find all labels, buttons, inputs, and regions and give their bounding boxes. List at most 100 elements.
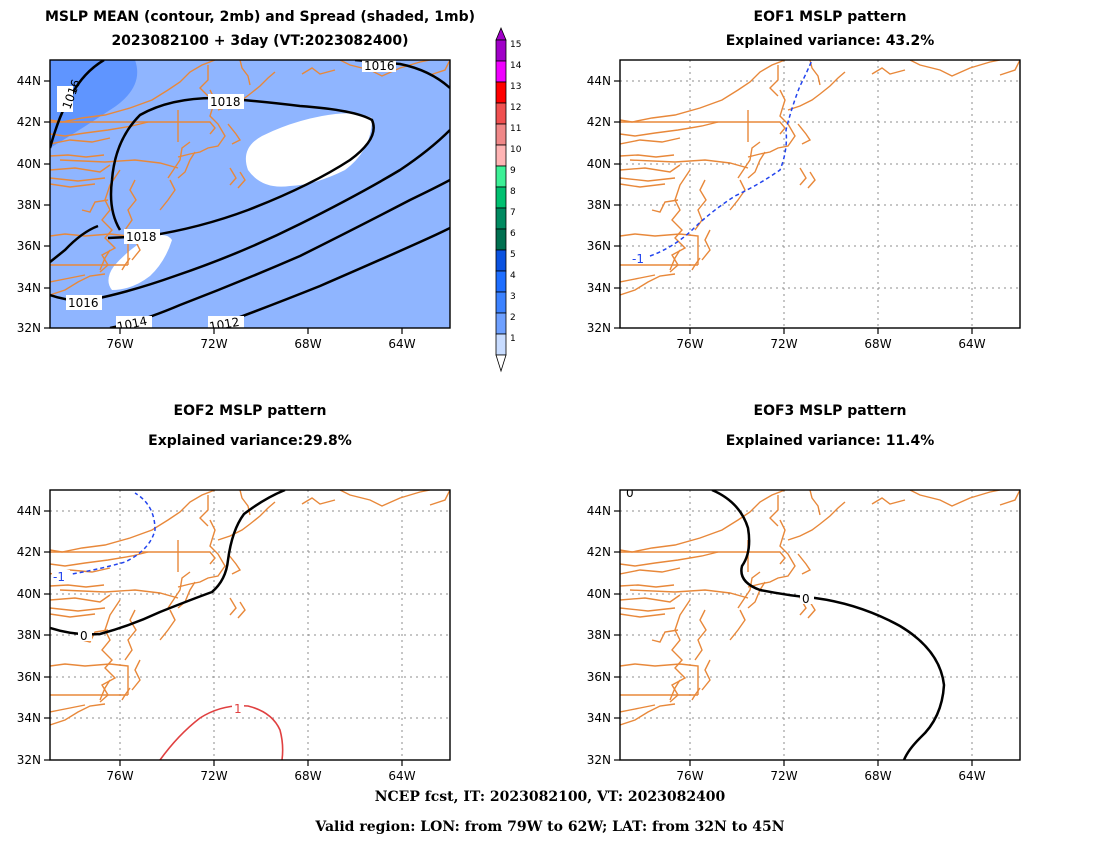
lon-tick-label: 76W [676,337,703,351]
contour-label: 1012 [208,315,241,334]
lat-tick-label: 44N [587,504,611,518]
lat-tick-label: 38N [17,198,41,212]
lat-tick-label: 34N [17,711,41,725]
colorbar-segment [495,186,507,209]
lat-tick-label: 36N [17,239,41,253]
colorbar-segment [495,39,507,62]
footer-valid-region: Valid region: LON: from 79W to 62W; LAT:… [315,819,785,835]
colorbar-label: 13 [510,82,521,92]
colorbar-label: 5 [510,250,516,260]
lat-tick-label: 44N [587,74,611,88]
lon-tick-label: 76W [106,337,133,351]
colorbar-label: 9 [510,166,516,176]
colorbar-segment [495,123,507,146]
contour-label: 1016 [364,59,395,73]
lat-tick-label: 34N [587,281,611,295]
eof3-frame [619,489,1021,761]
lon-tick-label: 72W [200,769,227,783]
eof3-title: EOF3 MSLP pattern [753,403,907,419]
lat-tick-label: 34N [17,281,41,295]
lon-tick-label: 68W [294,337,321,351]
lat-tick-label: 32N [17,753,41,767]
colorbar-segment [495,312,507,335]
lon-tick-label: 64W [388,769,415,783]
lon-tick-label: 64W [958,769,985,783]
lon-tick-label: 76W [106,769,133,783]
colorbar-label: 1 [510,334,516,344]
footer-forecast-info: NCEP fcst, IT: 2023082100, VT: 202308240… [374,789,726,805]
lat-tick-label: 36N [17,670,41,684]
tick-marks [44,80,973,766]
contour-label: 0 [802,592,810,606]
colorbar-segment [495,144,507,167]
lon-tick-label: 72W [200,337,227,351]
eof2-variance: Explained variance:29.8% [148,433,352,449]
lon-tick-label: 72W [770,337,797,351]
contour-label: 1018 [210,95,241,109]
colorbar-segment [495,291,507,314]
eof1-panel: -1 [620,60,1020,328]
lon-tick-label: 72W [770,769,797,783]
mean-frame [49,59,451,329]
lat-tick-label: 40N [17,587,41,601]
lat-tick-label: 38N [17,628,41,642]
lat-tick-label: 36N [587,239,611,253]
lon-tick-label: 64W [388,337,415,351]
lat-tick-label: 32N [587,753,611,767]
colorbar-label: 6 [510,229,516,239]
colorbar-label: 12 [510,103,521,113]
lat-tick-label: 40N [587,157,611,171]
mean-title-line2: 2023082100 + 3day (VT:2023082400) [111,33,409,49]
lat-tick-label: 38N [587,628,611,642]
lat-tick-label: 42N [17,545,41,559]
colorbar-label: 4 [510,271,516,281]
mean-panel: 1016 1016 1018 1018 1016 1014 1012 [50,59,450,334]
lat-tick-label: 42N [587,545,611,559]
colorbar-min-arrow [495,354,507,373]
eof1-title: EOF1 MSLP pattern [753,9,907,25]
eof2-title: EOF2 MSLP pattern [173,403,327,419]
colorbar-max-arrow [495,26,507,41]
lon-tick-label: 68W [294,769,321,783]
lat-tick-label: 36N [587,670,611,684]
lon-tick-label: 68W [864,769,891,783]
lat-tick-label: 40N [587,587,611,601]
colorbar-label: 8 [510,187,516,197]
colorbar-label: 14 [510,61,522,71]
colorbar-label: 11 [510,124,521,134]
colorbar-segment [495,207,507,230]
lat-tick-label: 38N [587,198,611,212]
lat-tick-label: 42N [587,115,611,129]
eof2-panel: -1 0 1 [50,490,450,760]
colorbar-segment [495,102,507,125]
colorbar-label: 15 [510,40,521,50]
eof3-panel: 0 0 [620,486,1020,760]
low-spread-area [245,113,372,187]
colorbar-segment [495,270,507,293]
colorbar-segment [495,60,507,83]
eof1-frame [619,59,1021,329]
colorbar-label: 3 [510,292,516,302]
low-spread-area [108,235,172,290]
lon-tick-label: 76W [676,769,703,783]
colorbar-segment [495,81,507,104]
colorbar-segment [495,249,507,272]
lon-tick-label: 64W [958,337,985,351]
lat-tick-label: 44N [17,504,41,518]
lat-tick-label: 44N [17,74,41,88]
contour-label: 0 [626,486,634,500]
eof2-frame [49,489,451,761]
contour-label: 1 [234,702,242,716]
colorbar-label: 7 [510,208,516,218]
eof1-variance: Explained variance: 43.2% [725,33,935,49]
colorbar-segment [495,228,507,251]
colorbar-segment [495,165,507,188]
contour-label: 1016 [68,296,99,310]
colorbar-label: 10 [510,145,522,155]
isobars [50,60,450,328]
eof3-variance: Explained variance: 11.4% [725,433,935,449]
mean-title-line1: MSLP MEAN (contour, 2mb) and Spread (sha… [45,9,475,25]
colorbar-label: 2 [510,313,516,323]
